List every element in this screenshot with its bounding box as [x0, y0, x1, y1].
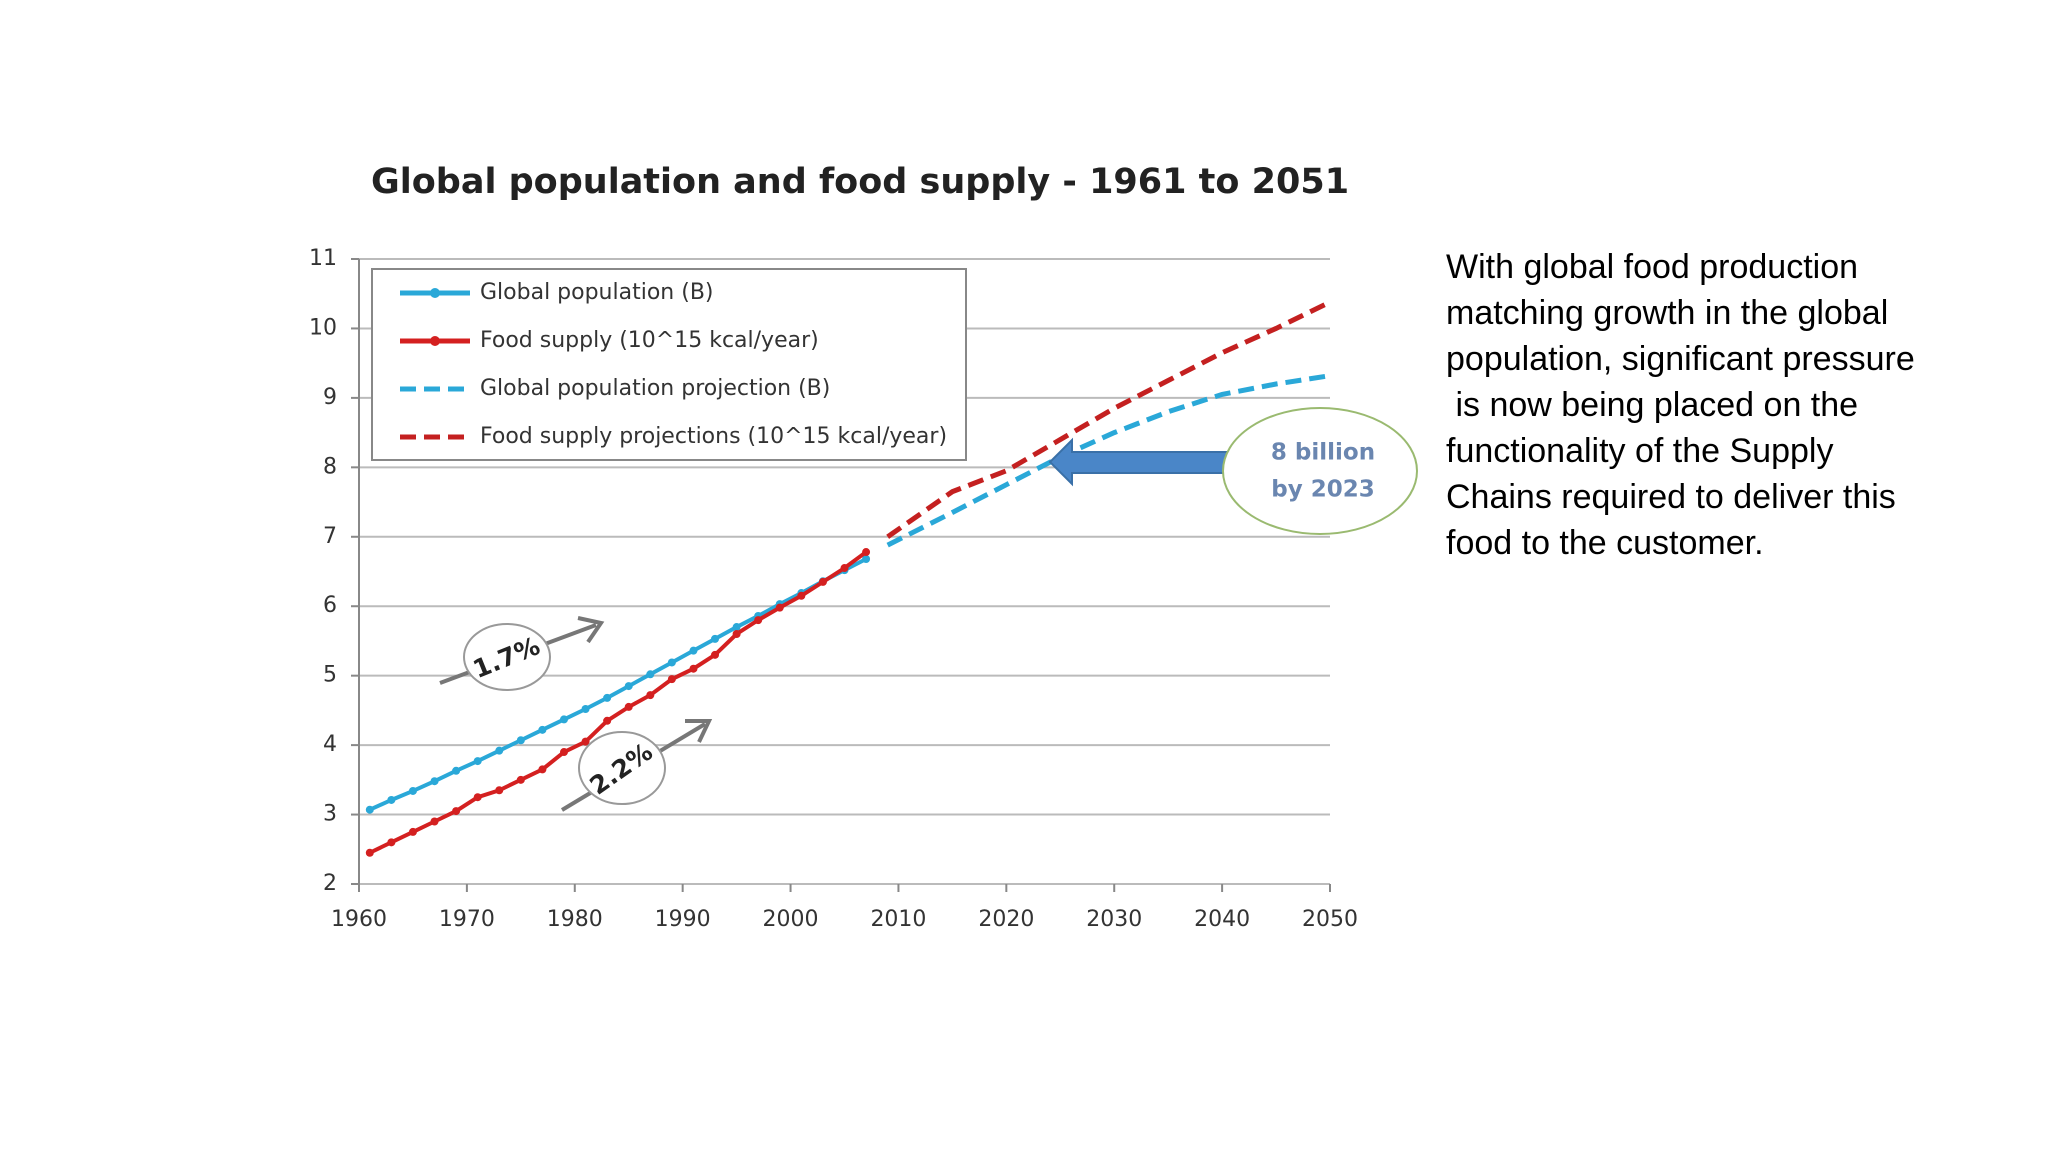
label-ellipse [463, 623, 551, 691]
point [408, 786, 417, 795]
y-tick-label: 6 [323, 593, 337, 618]
point [516, 775, 525, 784]
point [732, 630, 741, 638]
point [538, 725, 547, 734]
point [387, 838, 396, 847]
text-line: is now being placed on the [1446, 386, 1859, 424]
point [581, 737, 590, 746]
text-line: With global food production [1446, 248, 1859, 286]
x-tick-label: 1990 [655, 907, 711, 932]
point [624, 702, 633, 711]
point [646, 691, 655, 700]
series-line [886, 373, 1331, 548]
y-tick-label: 10 [309, 315, 337, 340]
annotation-3: 8 billion by 2023 [1048, 407, 1418, 535]
label-ellipse [1222, 407, 1418, 535]
point [408, 827, 417, 836]
legend-label: Food supply projections (10^15 kcal/year… [480, 424, 947, 449]
annotation-2: 2.2% [560, 719, 713, 812]
point [430, 777, 439, 786]
legend-box [371, 268, 967, 461]
text-line: functionality of the Supply [1446, 432, 1834, 470]
point [538, 765, 547, 774]
annotation-1: 1.7% [439, 616, 605, 691]
point [430, 817, 439, 826]
x-tick-label: 2020 [978, 907, 1034, 932]
legend-marker [430, 288, 440, 298]
legend-label: Global population projection (B) [480, 376, 830, 401]
block-arrow [1048, 437, 1233, 487]
point [711, 634, 720, 643]
y-tick-label: 5 [323, 663, 337, 688]
annotation: by 2023 [1271, 477, 1374, 503]
point [581, 705, 590, 713]
legend-marker [430, 336, 440, 346]
point [840, 564, 849, 573]
point [754, 616, 763, 625]
body-text: With global food production matching grow… [1446, 244, 1915, 566]
point [862, 555, 871, 563]
point [603, 693, 612, 702]
x-tick-label: 2000 [763, 907, 819, 932]
label-ellipse [578, 731, 666, 805]
point [452, 807, 461, 816]
y-tick-label: 8 [323, 454, 337, 479]
plot [365, 299, 1332, 857]
point [797, 591, 806, 600]
series-line [886, 299, 1332, 539]
legend: Global population (B) Food supply (10^15 … [400, 280, 947, 449]
point [365, 848, 374, 857]
y-tick-label: 11 [309, 246, 337, 271]
point [365, 805, 374, 814]
point [689, 664, 698, 673]
y-tick-label: 7 [323, 524, 337, 549]
point [732, 623, 741, 632]
point [667, 658, 676, 667]
point [516, 736, 525, 745]
text-line: food to the customer. [1446, 524, 1764, 562]
annotation: 8 billion [1271, 440, 1375, 466]
point [775, 603, 784, 612]
point [646, 670, 655, 679]
y-tick-label: 3 [323, 802, 337, 827]
point [862, 548, 871, 557]
point [473, 793, 482, 802]
y-tick-label: 4 [323, 732, 337, 757]
chart-title: Global population and food supply - 1961… [371, 162, 1349, 202]
x-tick-label: 1960 [331, 907, 387, 932]
text-line: matching growth in the global [1446, 294, 1889, 332]
x-tick-label: 1980 [547, 907, 603, 932]
y-tick-label: 2 [323, 871, 337, 896]
legend-label: Food supply (10^15 kcal/year) [480, 328, 819, 353]
arrow-head [577, 616, 605, 644]
arrow-head [685, 719, 713, 743]
point [711, 650, 720, 659]
point [559, 748, 568, 757]
point [387, 795, 396, 804]
point [559, 715, 568, 724]
y-tick-label: 9 [323, 385, 337, 410]
legend-label: Global population (B) [480, 280, 714, 305]
point [495, 746, 504, 755]
point [689, 646, 698, 655]
point [473, 757, 482, 766]
point [452, 766, 461, 775]
x-tick-label: 2010 [870, 907, 926, 932]
text-line: Chains required to deliver this [1446, 478, 1896, 516]
point [624, 682, 633, 691]
point [818, 577, 827, 586]
point [667, 675, 676, 684]
x-tick-label: 2030 [1086, 907, 1142, 932]
point [495, 786, 504, 795]
x-tick-label: 1970 [439, 907, 495, 932]
point [603, 716, 612, 725]
x-tick-label: 2040 [1194, 907, 1250, 932]
text-line: population, significant pressure [1446, 340, 1915, 378]
x-tick-label: 2050 [1302, 907, 1358, 932]
